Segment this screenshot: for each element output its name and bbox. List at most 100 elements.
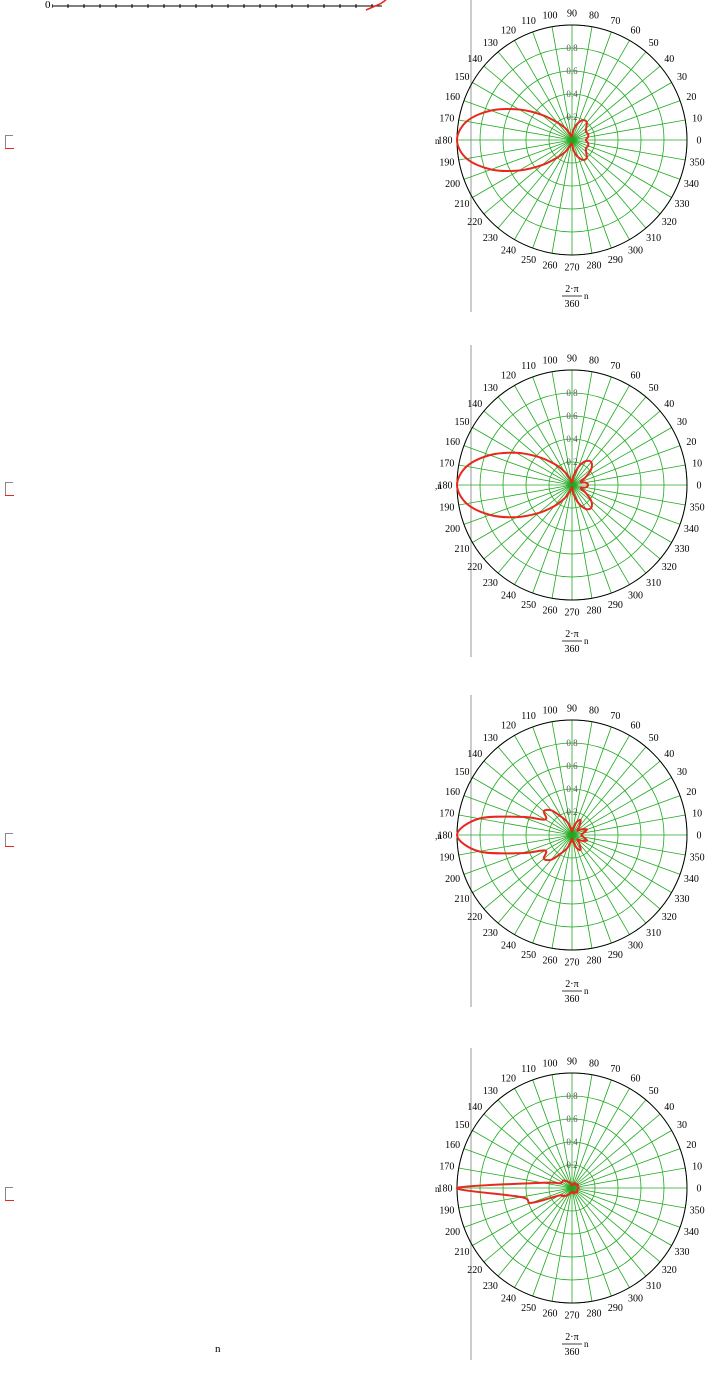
angular-gridline <box>571 100 681 141</box>
angular-gridline <box>463 100 573 141</box>
xlabel-suffix: n <box>584 1339 589 1349</box>
angle-tick-label: 160 <box>445 437 460 448</box>
angle-tick-label: 120 <box>501 721 516 732</box>
angle-tick-label: 250 <box>521 255 536 266</box>
angular-gridline <box>571 760 661 836</box>
angle-tick-label: 210 <box>455 544 470 555</box>
angle-tick-label: 120 <box>501 371 516 382</box>
angle-tick-label: 280 <box>587 956 602 967</box>
ylabel-fragment: n <box>435 1184 440 1194</box>
angle-tick-label: 340 <box>684 179 699 190</box>
angle-tick-label: 270 <box>565 1311 580 1322</box>
xlabel-numerator: 2·π <box>565 629 578 640</box>
angular-gridline <box>463 484 573 525</box>
angular-gridline <box>571 40 630 141</box>
angle-tick-label: 320 <box>662 1265 677 1276</box>
angular-gridline <box>497 746 573 836</box>
angle-tick-label: 10 <box>692 458 702 469</box>
radial-tick-label: 0.6 <box>566 411 578 421</box>
xlabel-denominator: 360 <box>565 1347 580 1358</box>
angle-tick-label: 260 <box>542 1309 557 1320</box>
angle-tick-label: 170 <box>439 458 454 469</box>
angular-gridline <box>458 139 573 161</box>
angle-tick-label: 220 <box>467 217 482 228</box>
angle-tick-label: 40 <box>664 54 674 65</box>
angular-gridline <box>571 834 612 944</box>
angle-tick-label: 160 <box>445 92 460 103</box>
angle-tick-label: 190 <box>439 158 454 169</box>
angular-gridline <box>571 1130 672 1189</box>
angular-gridline <box>483 410 573 486</box>
data-curve <box>455 808 589 862</box>
angular-gridline <box>472 1130 573 1189</box>
angle-tick-label: 120 <box>501 26 516 37</box>
angle-tick-label: 0 <box>697 481 702 492</box>
angle-tick-label: 180 <box>438 1184 453 1195</box>
angle-tick-label: 30 <box>677 72 687 83</box>
left-marker <box>5 833 14 847</box>
angle-tick-label: 200 <box>445 524 460 535</box>
angular-gridline <box>463 1148 573 1189</box>
angle-tick-label: 200 <box>445 179 460 190</box>
xlabel-suffix: n <box>584 986 589 996</box>
angular-gridline <box>571 396 647 486</box>
angle-tick-label: 350 <box>690 1206 705 1217</box>
angle-tick-label: 110 <box>521 1064 536 1075</box>
angle-tick-label: 80 <box>589 10 599 21</box>
angular-gridline <box>571 726 612 836</box>
angular-gridline <box>532 1187 573 1297</box>
angle-tick-label: 140 <box>467 749 482 760</box>
angular-gridline <box>571 139 681 180</box>
angle-tick-label: 0 <box>697 1184 702 1195</box>
angle-tick-label: 220 <box>467 562 482 573</box>
angular-gridline <box>458 119 573 141</box>
angular-gridline <box>472 777 573 836</box>
angular-gridline <box>571 464 686 486</box>
angle-tick-label: 330 <box>674 544 689 555</box>
xlabel-suffix: n <box>584 291 589 301</box>
angular-gridline <box>571 119 686 141</box>
angle-tick-label: 190 <box>439 853 454 864</box>
angular-gridline <box>483 834 573 910</box>
angle-tick-label: 220 <box>467 912 482 923</box>
angular-gridline <box>571 1099 647 1189</box>
ylabel-fragment: ,n <box>435 831 442 841</box>
angle-tick-label: 280 <box>587 1309 602 1320</box>
angular-gridline <box>571 834 647 924</box>
radial-tick-label: 0.6 <box>566 66 578 76</box>
angle-tick-label: 260 <box>542 956 557 967</box>
angle-tick-label: 90 <box>567 9 577 20</box>
angle-tick-label: 240 <box>501 590 516 601</box>
angular-gridline <box>571 1088 630 1189</box>
radial-tick-label: 0.4 <box>566 89 578 99</box>
angle-tick-label: 210 <box>455 1247 470 1258</box>
stray-n-label: n <box>215 1343 221 1355</box>
radial-tick-label: 0.8 <box>566 1091 578 1101</box>
angle-tick-label: 150 <box>455 417 470 428</box>
angle-tick-label: 300 <box>628 590 643 601</box>
angular-gridline <box>514 40 573 141</box>
angle-tick-label: 350 <box>690 158 705 169</box>
angle-tick-label: 210 <box>455 894 470 905</box>
angular-gridline <box>571 834 630 935</box>
angular-gridline <box>463 1187 573 1228</box>
angular-gridline <box>571 484 630 585</box>
angular-gridline <box>571 427 672 486</box>
angle-tick-label: 280 <box>587 261 602 272</box>
angular-gridline <box>571 1187 630 1288</box>
angle-tick-label: 70 <box>610 1064 620 1075</box>
angular-gridline <box>483 65 573 141</box>
angle-tick-label: 300 <box>628 245 643 256</box>
angle-tick-label: 70 <box>610 16 620 27</box>
angle-tick-label: 290 <box>608 255 623 266</box>
angle-tick-label: 130 <box>483 1086 498 1097</box>
angle-tick-label: 110 <box>521 16 536 27</box>
angular-gridline <box>551 834 573 949</box>
angle-tick-label: 50 <box>649 1086 659 1097</box>
angle-tick-label: 140 <box>467 1102 482 1113</box>
angular-gridline <box>472 427 573 486</box>
radial-tick-label: 0.2 <box>566 457 577 467</box>
angular-gridline <box>571 410 661 486</box>
